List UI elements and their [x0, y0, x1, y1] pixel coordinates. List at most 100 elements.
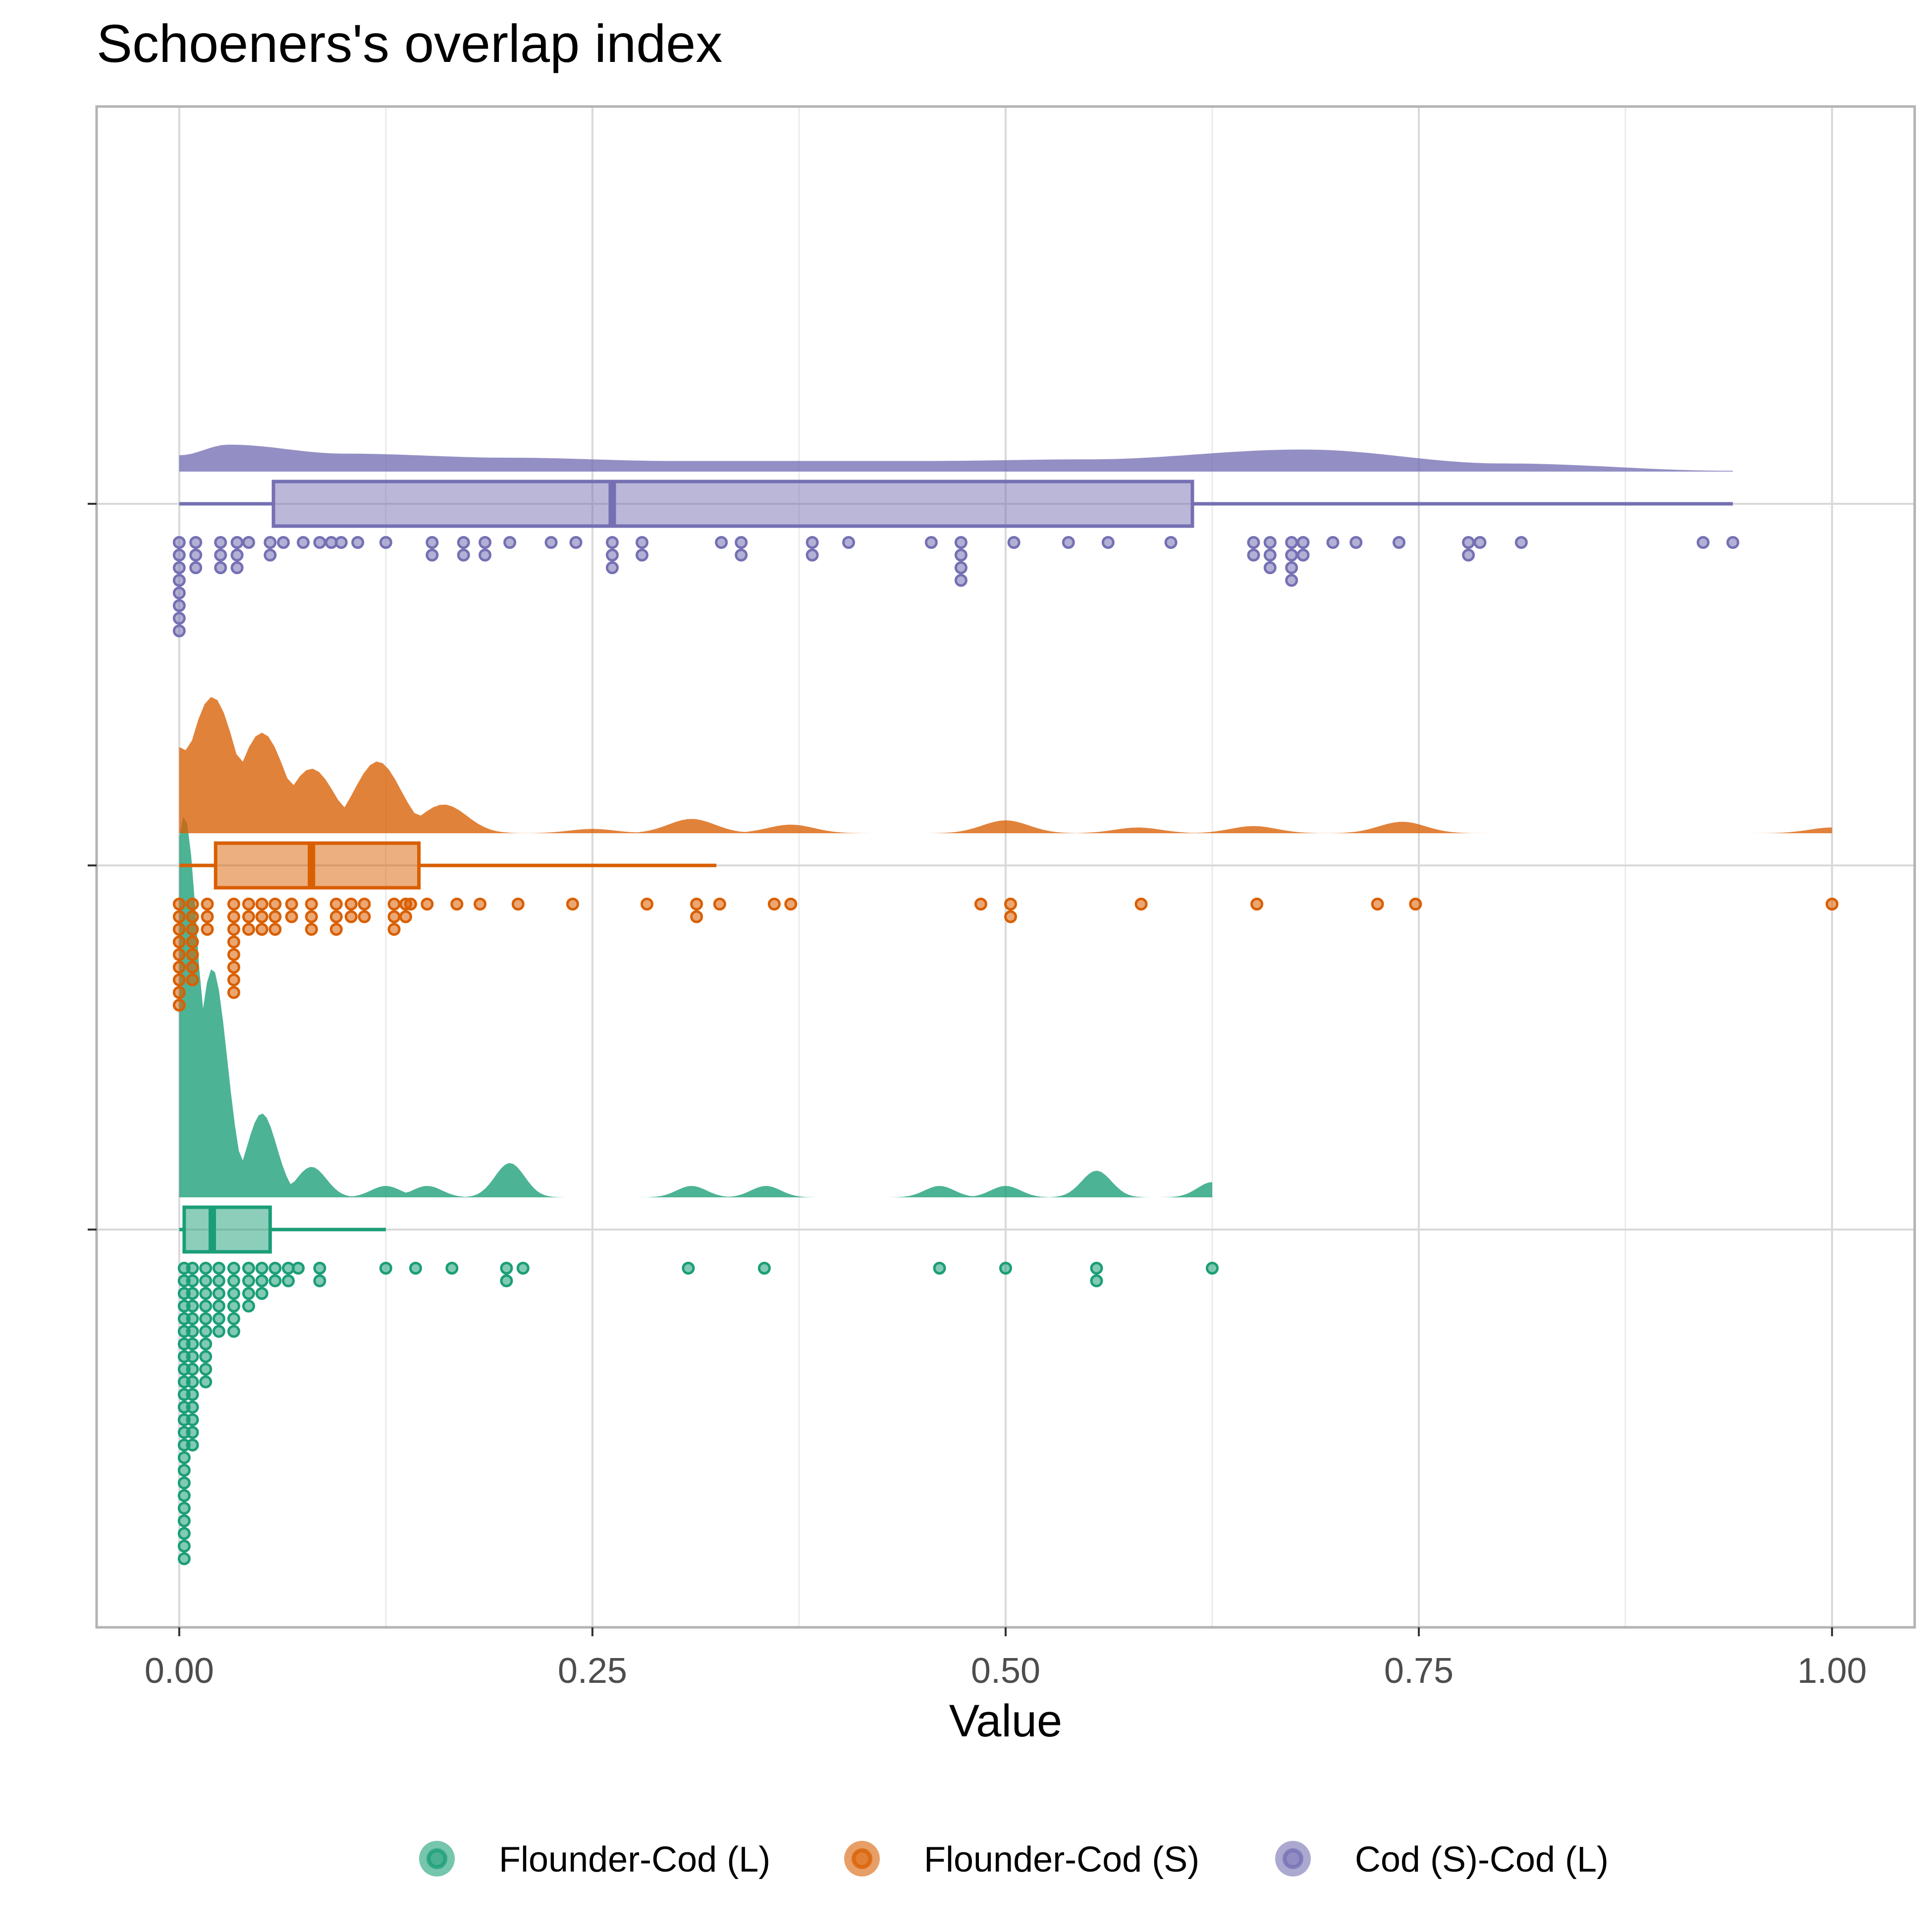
data-point — [201, 923, 214, 936]
data-point — [297, 536, 310, 549]
data-point — [172, 561, 186, 574]
legend-key-inner — [1283, 1848, 1303, 1869]
x-tick-label: 0.00 — [145, 1651, 214, 1691]
data-point — [924, 536, 938, 549]
data-point — [212, 1274, 225, 1288]
data-point — [474, 898, 487, 911]
data-point — [230, 536, 244, 549]
data-point — [569, 536, 583, 549]
data-point — [1247, 548, 1260, 562]
data-point — [172, 612, 186, 625]
data-point — [282, 1274, 295, 1288]
data-point — [227, 986, 240, 999]
data-point — [264, 548, 277, 562]
data-point — [186, 1299, 199, 1313]
data-point — [268, 923, 282, 936]
data-point — [805, 536, 819, 549]
data-point — [199, 1262, 213, 1275]
data-point — [757, 1262, 771, 1275]
data-point — [334, 536, 348, 549]
data-point — [842, 536, 856, 549]
data-point — [199, 1325, 213, 1338]
data-point — [516, 1262, 530, 1275]
data-point — [1349, 536, 1363, 549]
density-cloud — [179, 444, 1733, 472]
data-point — [379, 536, 392, 549]
data-point — [199, 1274, 213, 1288]
data-point — [457, 536, 470, 549]
data-point — [1473, 536, 1487, 549]
data-point — [479, 536, 492, 549]
data-point — [305, 923, 318, 936]
data-point — [268, 898, 282, 911]
data-point — [1250, 898, 1264, 911]
x-tick-label: 1.00 — [1797, 1651, 1867, 1691]
data-point — [186, 898, 199, 911]
data-point — [426, 548, 439, 562]
data-point — [172, 961, 186, 974]
box-plot — [179, 841, 717, 890]
data-point — [954, 548, 967, 562]
data-point — [264, 536, 277, 549]
data-point — [212, 1312, 225, 1325]
legend-key-inner — [427, 1848, 447, 1869]
data-point — [172, 898, 186, 911]
data-point — [199, 1299, 213, 1313]
data-point — [1206, 1262, 1219, 1275]
data-point — [177, 1489, 191, 1502]
data-point — [1462, 548, 1475, 562]
data-point — [1326, 536, 1340, 549]
data-point — [285, 910, 298, 923]
data-point — [1004, 910, 1018, 923]
data-point — [186, 1439, 199, 1451]
box-iqr — [182, 1205, 272, 1254]
data-point — [805, 548, 819, 562]
data-point — [445, 1262, 459, 1275]
data-point — [227, 948, 240, 961]
data-point — [605, 548, 619, 562]
legend-item: Flounder-Cod (L) — [419, 1840, 770, 1879]
data-point — [242, 1262, 255, 1275]
data-point — [199, 1312, 213, 1325]
data-point — [242, 1287, 255, 1300]
data-point — [450, 898, 464, 911]
data-point — [242, 536, 255, 549]
legend-label: Cod (S)-Cod (L) — [1355, 1840, 1609, 1879]
data-point — [503, 536, 517, 549]
data-point — [1164, 536, 1178, 549]
data-point — [177, 1514, 191, 1527]
data-point — [1462, 536, 1475, 549]
data-point — [255, 898, 268, 911]
data-point — [1409, 898, 1422, 911]
data-point — [268, 910, 282, 923]
data-point — [227, 923, 240, 936]
data-point — [186, 1287, 199, 1300]
data-point — [186, 910, 199, 923]
data-point — [1285, 536, 1298, 549]
data-point — [186, 973, 199, 986]
data-point — [227, 910, 240, 923]
data-point — [715, 536, 728, 549]
data-point — [212, 1287, 225, 1300]
data-point — [186, 1325, 199, 1338]
data-point — [566, 898, 579, 911]
data-point — [186, 948, 199, 961]
data-point — [172, 923, 186, 936]
data-point — [177, 1451, 191, 1464]
legend-item: Cod (S)-Cod (L) — [1275, 1840, 1609, 1879]
data-point — [329, 898, 343, 911]
data-point — [1090, 1274, 1103, 1288]
data-point — [189, 561, 203, 574]
data-point — [735, 536, 748, 549]
data-point — [329, 923, 343, 936]
data-point — [186, 1363, 199, 1376]
data-point — [214, 548, 227, 562]
data-point — [1696, 536, 1710, 549]
data-point — [387, 910, 401, 923]
data-point — [713, 898, 726, 911]
data-point — [682, 1262, 695, 1275]
data-point — [1296, 536, 1310, 549]
data-point — [201, 898, 214, 911]
legend-label: Flounder-Cod (L) — [499, 1840, 770, 1879]
